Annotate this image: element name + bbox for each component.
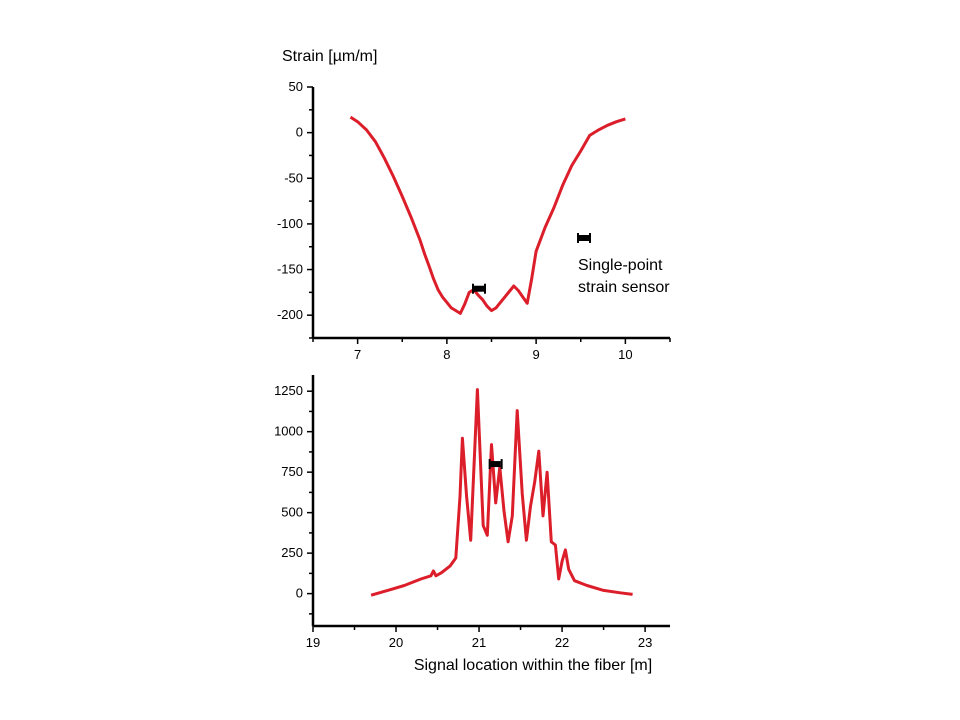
strain-x-tick-label: 7	[354, 347, 361, 362]
strain-axis-title: Strain [µm/m]	[282, 48, 377, 65]
marker-bar	[490, 461, 501, 468]
strain-x-tick-label: 10	[618, 347, 632, 362]
signal-x-tick-label: 21	[472, 635, 486, 650]
signal-y-tick-label: 0	[296, 586, 303, 601]
strain-curve	[349, 115, 626, 315]
signal-x-tick-label: 19	[306, 635, 320, 650]
signal-y-tick-label: 500	[281, 505, 303, 520]
signal-x-tick-label: 22	[555, 635, 569, 650]
strain-y-tick-label: -200	[277, 307, 303, 322]
location-axis-title: Signal location within the fiber [m]	[414, 657, 652, 674]
strain-panel: Strain [µm/m] -200 -150 -100 -50 0 50 7 8 9 10	[277, 48, 671, 362]
marker-bar	[474, 285, 485, 292]
strain-y-tick-label: 50	[289, 79, 303, 94]
strain-y-tick-label: -150	[277, 262, 303, 277]
signal-panel: 0 250 500 750 1000 1250 19 20 21 22 23 Signal loca…	[274, 375, 670, 674]
legend: Single-point strain sensor	[577, 233, 670, 296]
signal-y-tick-label: 1000	[274, 424, 303, 439]
strain-y-tick-label: -50	[284, 170, 303, 185]
sensor-marker-icon	[488, 459, 503, 470]
signal-y-tick-label: 750	[281, 464, 303, 479]
sensor-marker-icon	[472, 283, 487, 294]
strain-x-tick-label: 8	[443, 347, 450, 362]
marker-bar	[579, 235, 589, 241]
signal-x-tick-label: 20	[389, 635, 403, 650]
signal-axes: 0 250 500 750 1000 1250 19 20 21 22 23	[274, 375, 670, 650]
strain-axes: -200 -150 -100 -50 0 50 7 8 9 10	[277, 79, 671, 362]
strain-y-tick-label: -100	[277, 216, 303, 231]
legend-label-line2: strain sensor	[578, 279, 670, 296]
sensor-marker-icon	[577, 233, 591, 243]
signal-curve	[370, 388, 633, 597]
legend-label-line1: Single-point	[578, 257, 663, 274]
signal-y-tick-label: 1250	[274, 383, 303, 398]
signal-y-tick-label: 250	[281, 545, 303, 560]
strain-y-tick-label: 0	[296, 125, 303, 140]
strain-x-tick-label: 9	[533, 347, 540, 362]
signal-x-tick-label: 23	[638, 635, 652, 650]
